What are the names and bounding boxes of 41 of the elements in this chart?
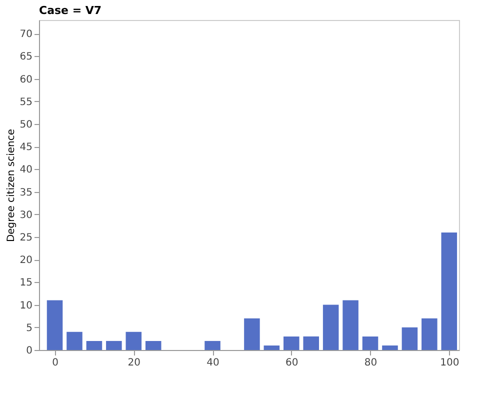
bar: [46, 300, 63, 350]
x-tick-label: 20: [128, 358, 141, 368]
y-tick-label: 50: [20, 119, 32, 130]
bar: [264, 345, 280, 350]
bar: [66, 332, 82, 350]
y-tick-label: 30: [20, 210, 32, 221]
bar: [145, 340, 162, 350]
bar: [86, 340, 102, 350]
y-tick-label: 65: [20, 52, 32, 63]
bar: [106, 340, 122, 350]
y-tick-label: 25: [20, 232, 32, 244]
bar: [322, 304, 339, 350]
y-tick-label: 20: [20, 255, 32, 266]
bar: [244, 318, 260, 350]
y-tick-label: 35: [20, 187, 32, 198]
y-tick-label: 55: [20, 96, 32, 108]
y-tick-label: 5: [26, 322, 32, 334]
bar: [362, 336, 378, 350]
y-tick-label: 60: [20, 74, 32, 86]
y-tick-label: 10: [20, 300, 32, 312]
x-tick-label: 80: [364, 358, 378, 368]
y-tick-label: 0: [26, 346, 32, 356]
bar: [422, 318, 438, 350]
x-tick-label: 60: [286, 358, 298, 368]
y-tick-label: 70: [20, 29, 32, 40]
y-axis-title: Degree citizen science: [6, 128, 17, 242]
bar: [284, 336, 300, 350]
x-tick-label: 0: [52, 358, 58, 368]
bar: [204, 340, 220, 350]
y-tick-label: 15: [20, 278, 32, 289]
bar: [402, 327, 418, 350]
chart-title: Case = V7: [39, 4, 102, 17]
bar: [441, 232, 458, 350]
y-tick-label: 45: [20, 142, 32, 154]
bar: [303, 336, 319, 350]
x-tick-label: 100: [440, 358, 460, 368]
bar: [342, 300, 358, 350]
bar: [126, 332, 142, 350]
y-tick-label: 40: [20, 164, 32, 176]
x-tick-label: 40: [206, 358, 220, 368]
bar: [382, 345, 398, 350]
